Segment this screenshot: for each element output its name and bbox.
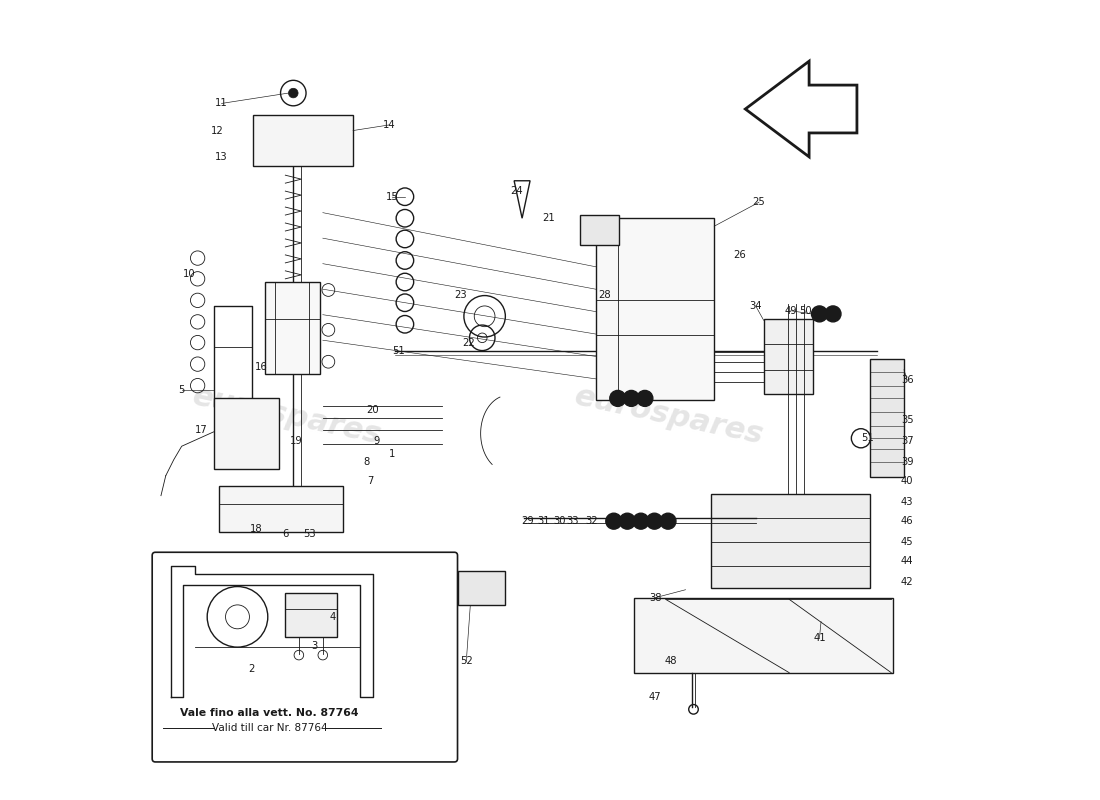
Bar xyxy=(634,598,893,674)
Text: 6: 6 xyxy=(282,529,288,539)
Circle shape xyxy=(632,514,649,529)
Text: 11: 11 xyxy=(216,98,228,109)
Bar xyxy=(459,571,505,605)
Text: 47: 47 xyxy=(649,691,661,702)
Circle shape xyxy=(637,390,652,406)
Text: 8: 8 xyxy=(363,457,370,467)
Text: 21: 21 xyxy=(542,214,554,223)
Text: 5: 5 xyxy=(178,386,185,395)
Text: 28: 28 xyxy=(598,290,611,300)
Text: 16: 16 xyxy=(255,362,267,371)
Text: 31: 31 xyxy=(537,516,550,526)
Text: 4: 4 xyxy=(330,612,337,622)
FancyBboxPatch shape xyxy=(152,552,458,762)
Text: 20: 20 xyxy=(366,405,379,414)
Bar xyxy=(213,398,279,469)
Text: 13: 13 xyxy=(216,152,228,162)
Text: 27: 27 xyxy=(609,394,622,403)
Circle shape xyxy=(609,390,626,406)
Text: 34: 34 xyxy=(749,301,762,311)
Text: 53: 53 xyxy=(302,529,316,539)
Text: 38: 38 xyxy=(649,593,661,602)
Text: 52: 52 xyxy=(460,657,473,666)
Bar xyxy=(265,282,320,374)
Circle shape xyxy=(812,306,827,322)
Bar xyxy=(581,215,618,246)
Text: 48: 48 xyxy=(664,657,678,666)
Text: 46: 46 xyxy=(901,516,913,526)
Text: 49: 49 xyxy=(784,306,798,316)
Text: eurospares: eurospares xyxy=(189,382,384,450)
Bar xyxy=(870,358,904,477)
Text: 37: 37 xyxy=(901,437,913,446)
Text: 3: 3 xyxy=(311,641,318,650)
Text: eurospares: eurospares xyxy=(572,382,767,450)
Circle shape xyxy=(647,514,662,529)
Text: Vale fino alla vett. No. 87764: Vale fino alla vett. No. 87764 xyxy=(180,707,359,718)
Text: 24: 24 xyxy=(510,186,522,196)
Text: 1: 1 xyxy=(389,450,395,459)
Text: 50: 50 xyxy=(799,306,812,316)
Text: 42: 42 xyxy=(901,577,913,586)
Circle shape xyxy=(619,514,636,529)
Circle shape xyxy=(288,88,298,98)
Bar xyxy=(285,593,337,637)
Text: 36: 36 xyxy=(901,375,913,385)
Text: 18: 18 xyxy=(251,524,263,534)
Text: 51: 51 xyxy=(393,346,405,355)
Text: 14: 14 xyxy=(383,120,395,130)
Text: 51: 51 xyxy=(861,434,873,443)
Text: 35: 35 xyxy=(901,415,913,425)
Text: 10: 10 xyxy=(184,269,196,279)
Circle shape xyxy=(825,306,842,322)
Text: 29: 29 xyxy=(521,516,535,526)
Bar xyxy=(763,318,813,394)
Text: 44: 44 xyxy=(901,556,913,566)
Text: 12: 12 xyxy=(210,126,223,135)
Circle shape xyxy=(624,390,639,406)
Text: 25: 25 xyxy=(752,198,766,207)
Text: 19: 19 xyxy=(290,437,303,446)
Text: 43: 43 xyxy=(901,497,913,507)
Text: 32: 32 xyxy=(585,516,597,526)
Bar xyxy=(253,114,353,166)
Text: 30: 30 xyxy=(553,516,565,526)
Circle shape xyxy=(660,514,676,529)
Text: 26: 26 xyxy=(734,250,746,260)
Text: 17: 17 xyxy=(195,426,207,435)
Text: 45: 45 xyxy=(901,537,913,547)
Text: 15: 15 xyxy=(386,192,398,202)
Text: 40: 40 xyxy=(901,476,913,486)
Text: 9: 9 xyxy=(373,437,380,446)
Bar xyxy=(596,218,714,400)
Text: 2: 2 xyxy=(248,665,254,674)
Text: 41: 41 xyxy=(813,633,826,642)
Text: 22: 22 xyxy=(462,338,475,347)
Text: Valid till car Nr. 87764: Valid till car Nr. 87764 xyxy=(211,723,327,734)
Bar xyxy=(711,494,870,588)
Bar xyxy=(219,486,343,532)
Text: 39: 39 xyxy=(901,457,913,467)
Text: 23: 23 xyxy=(454,290,467,300)
Text: 33: 33 xyxy=(566,516,579,526)
Polygon shape xyxy=(746,61,857,157)
Circle shape xyxy=(606,514,621,529)
Text: 7: 7 xyxy=(367,476,374,486)
